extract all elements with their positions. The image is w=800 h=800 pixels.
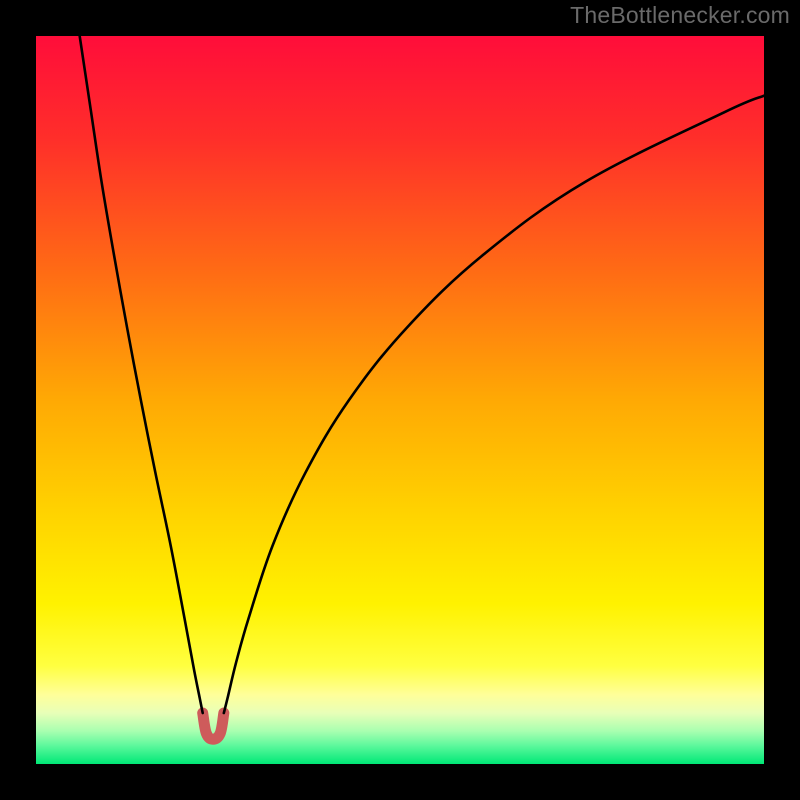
- plot-svg: [36, 36, 764, 764]
- plot-frame: [36, 36, 764, 764]
- chart-stage: TheBottlenecker.com: [0, 0, 800, 800]
- watermark-text: TheBottlenecker.com: [570, 2, 790, 29]
